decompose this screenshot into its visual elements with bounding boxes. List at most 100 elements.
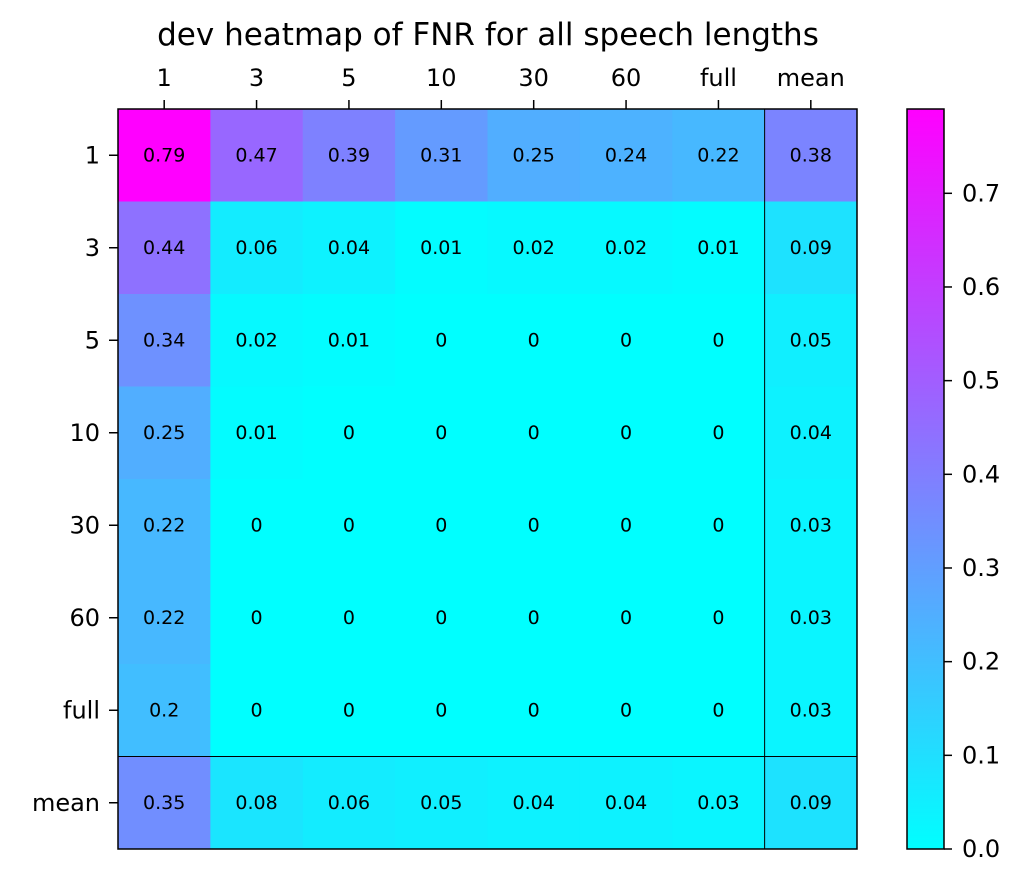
heatmap-cell: [118, 571, 211, 665]
heatmap-cell: [579, 201, 673, 295]
y-tick-label: 5: [85, 326, 100, 354]
heatmap-cell: [395, 109, 488, 202]
x-tick-label: 30: [518, 64, 549, 92]
heatmap-cell: [118, 756, 211, 850]
cell-value-label: 0.01: [697, 237, 739, 259]
heatmap-cell: [672, 294, 766, 387]
heatmap-cell: [118, 109, 211, 202]
heatmap-cell: [395, 386, 488, 480]
heatmap-cell: [672, 479, 766, 572]
colorbar-tick-label: 0.2: [962, 648, 1000, 676]
heatmap-cell: [579, 664, 673, 757]
heatmap-cell: [764, 201, 858, 295]
heatmap-cell: [764, 294, 858, 387]
cell-value-label: 0.35: [143, 792, 185, 814]
heatmap-cell: [579, 571, 673, 665]
heatmap-cell: [764, 571, 858, 665]
x-tick-label: 10: [426, 64, 457, 92]
colorbar-tick-label: 0.5: [962, 367, 1000, 395]
cell-value-label: 0.39: [328, 144, 370, 166]
heatmap-cell: [118, 479, 211, 572]
cell-value-label: 0: [620, 422, 632, 444]
heatmap-cell: [672, 201, 766, 295]
heatmap-cell: [210, 756, 304, 850]
heatmap-cell: [764, 756, 858, 850]
heatmap-cell: [764, 664, 858, 757]
heatmap-cell: [579, 479, 673, 572]
cell-value-label: 0.38: [790, 144, 832, 166]
cell-value-label: 0.03: [790, 514, 832, 536]
x-axis-ticks: 1 3 5 10 30 60 full mean: [157, 64, 845, 109]
heatmap-frame: [117, 108, 858, 850]
cell-value-label: 0.22: [143, 514, 185, 536]
cell-value-label: 0.04: [605, 792, 647, 814]
x-tick-label: full: [700, 64, 737, 92]
cell-value-label: 0: [343, 514, 355, 536]
heatmap-cell: [210, 201, 304, 295]
heatmap-cell: [672, 571, 766, 665]
colorbar-tick-label: 0.3: [962, 554, 1000, 582]
heatmap-cell: [672, 664, 766, 757]
heatmap-cell: [118, 664, 211, 757]
cell-value-label: 0.04: [328, 237, 370, 259]
heatmap-cell: [395, 294, 488, 387]
heatmap-cell: [302, 664, 396, 757]
cell-value-label: 0.04: [513, 792, 555, 814]
heatmap-cell: [302, 109, 396, 202]
x-tick-label: 1: [157, 64, 172, 92]
cell-value-label: 0: [712, 607, 724, 629]
heatmap-cell: [302, 571, 396, 665]
heatmap-cell: [395, 479, 488, 572]
heatmap-cell: [764, 386, 858, 480]
cell-value-label: 0: [435, 329, 447, 351]
cell-value-label: 0: [712, 514, 724, 536]
cell-value-label: 0.2: [149, 699, 179, 721]
heatmap-cell: [579, 756, 673, 850]
heatmap-cell: [395, 664, 488, 757]
cell-value-label: 0: [435, 514, 447, 536]
cell-value-label: 0.34: [143, 329, 185, 351]
cell-value-label: 0.22: [697, 144, 739, 166]
y-tick-label: 30: [69, 511, 100, 539]
colorbar-tick-label: 0.7: [962, 179, 1000, 207]
cell-value-label: 0: [343, 422, 355, 444]
colorbar-tick-label: 0.1: [962, 741, 1000, 769]
heatmap-cell: [579, 386, 673, 480]
colorbar-tick-label: 0.4: [962, 460, 1000, 488]
heatmap-cell: [302, 294, 396, 387]
heatmap-cell: [672, 756, 766, 850]
heatmap-cell: [210, 664, 304, 757]
heatmap-cell: [302, 756, 396, 850]
cell-value-label: 0.04: [790, 422, 832, 444]
cell-value-label: 0.31: [420, 144, 462, 166]
colorbar-tick-label: 0.0: [962, 835, 1000, 863]
colorbar: 0.0 0.1 0.2 0.3 0.4 0.5 0.6 0.7: [906, 108, 1000, 863]
colorbar-gradient: [906, 108, 945, 850]
cell-value-label: 0.06: [235, 237, 277, 259]
chart-title: dev heatmap of FNR for all speech length…: [157, 17, 819, 53]
heatmap-cell: [210, 386, 304, 480]
cell-value-label: 0.47: [235, 144, 277, 166]
cell-value-label: 0: [712, 422, 724, 444]
heatmap-cell: [118, 201, 211, 295]
heatmap-cell: [487, 756, 581, 850]
cell-value-label: 0: [435, 422, 447, 444]
cell-value-label: 0.25: [513, 144, 555, 166]
heatmap-cells: [117, 108, 858, 850]
cell-value-label: 0: [528, 329, 540, 351]
cell-value-label: 0.01: [328, 329, 370, 351]
cell-value-label: 0.06: [328, 792, 370, 814]
heatmap-cell: [579, 109, 673, 202]
cell-annotations: 0.79 0.47 0.39 0.31 0.25 0.24 0.22 0.38 0.44 0.06…: [143, 144, 832, 814]
heatmap-cell: [210, 294, 304, 387]
y-tick-label: full: [63, 696, 100, 724]
heatmap-cell: [487, 664, 581, 757]
x-tick-label: 3: [249, 64, 264, 92]
y-tick-label: 10: [69, 419, 100, 447]
cell-value-label: 0: [435, 607, 447, 629]
x-tick-label: mean: [777, 64, 845, 92]
cell-value-label: 0: [712, 329, 724, 351]
heatmap-cell: [487, 479, 581, 572]
y-tick-label: mean: [32, 789, 100, 817]
heatmap-cell: [764, 109, 858, 202]
